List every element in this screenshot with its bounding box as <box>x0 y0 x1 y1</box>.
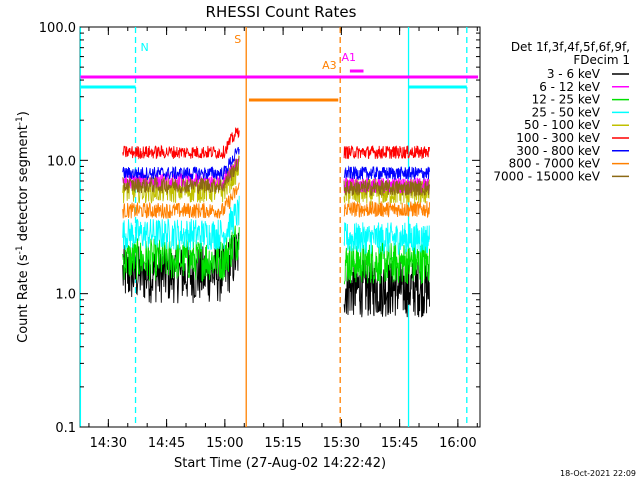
chart-title: RHESSI Count Rates <box>206 3 357 21</box>
series-line <box>122 156 240 195</box>
legend-header: FDecim 1 <box>573 53 630 67</box>
legend-entry-label: 300 - 800 keV <box>516 144 600 158</box>
legend-entry-label: 25 - 50 keV <box>532 105 601 119</box>
y-tick-label: 10.0 <box>47 154 76 169</box>
y-tick-label: 1.0 <box>55 288 76 303</box>
y-tick-label: 0.1 <box>55 421 76 436</box>
interval-marker-label: A3 <box>322 59 337 72</box>
legend-entry-label: 3 - 6 keV <box>547 67 601 81</box>
x-axis: 14:30 14:45 15:00 15:15 15:30 15:45 16:00 <box>88 27 478 451</box>
legend-entry-label: 50 - 100 keV <box>524 118 601 132</box>
x-tick-label: 15:15 <box>264 436 301 451</box>
series-line <box>122 146 240 181</box>
y-axis-label: Count Rate (s-1 detector segment-1) <box>15 111 31 343</box>
series-line <box>122 182 240 219</box>
x-axis-label: Start Time (27-Aug-02 14:22:42) <box>174 456 386 471</box>
interval-markers: N S A3 A1 <box>79 27 479 427</box>
legend-entry-label: 12 - 25 keV <box>532 93 601 107</box>
series-line <box>343 165 430 180</box>
y-axis: 100.0 10.0 1.0 0.1 <box>39 21 480 436</box>
series-line <box>343 241 430 285</box>
interval-marker-label: A1 <box>342 51 357 64</box>
series-line <box>343 259 430 318</box>
x-tick-label: 15:45 <box>381 436 418 451</box>
x-tick-label: 16:00 <box>439 436 476 451</box>
legend-entry-label: 7000 - 15000 keV <box>493 169 600 183</box>
legend-entry-label: 6 - 12 keV <box>539 80 601 94</box>
interval-marker-label: N <box>141 41 149 54</box>
series-line <box>343 222 430 256</box>
interval-marker-label: S <box>234 33 241 46</box>
y-tick-label: 100.0 <box>39 21 76 36</box>
series-line <box>343 179 430 197</box>
legend-header: Det 1f,3f,4f,5f,6f,9f, <box>511 40 630 54</box>
series-line <box>343 145 430 160</box>
series-line <box>122 225 240 282</box>
series-group <box>122 127 430 318</box>
footer-timestamp: 18-Oct-2021 22:09 <box>560 469 636 478</box>
series-line <box>122 127 240 160</box>
x-tick-label: 15:00 <box>206 436 243 451</box>
x-tick-label: 14:45 <box>148 436 185 451</box>
legend: Det 1f,3f,4f,5f,6f,9f,FDecim 13 - 6 keV6… <box>493 40 630 183</box>
series-line <box>122 195 240 251</box>
x-tick-label: 14:30 <box>90 436 127 451</box>
legend-entry-label: 800 - 7000 keV <box>509 157 601 171</box>
series-line <box>343 201 430 219</box>
legend-entry-label: 100 - 300 keV <box>516 131 600 145</box>
x-tick-label: 15:30 <box>323 436 360 451</box>
